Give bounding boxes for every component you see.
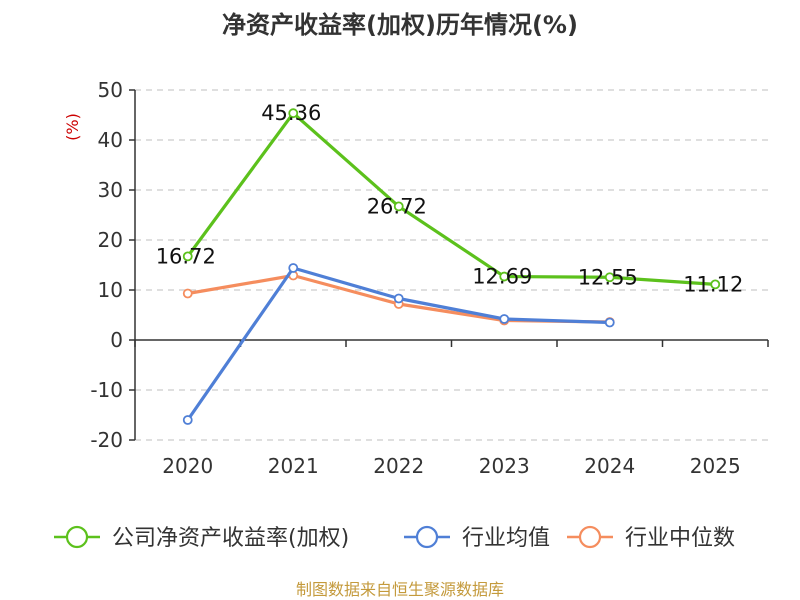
data-point[interactable] xyxy=(393,201,404,212)
legend-label[interactable]: 行业均值 xyxy=(462,526,550,551)
data-point[interactable] xyxy=(499,314,510,324)
series-lines xyxy=(182,108,721,425)
y-tick-label: 50 xyxy=(98,78,123,102)
legend-label[interactable]: 行业中位数 xyxy=(625,526,735,551)
data-point[interactable] xyxy=(604,272,615,283)
y-tick-label: -10 xyxy=(90,378,123,402)
x-tick-label: 2025 xyxy=(690,454,741,478)
data-label: 45.36 xyxy=(261,101,321,125)
legend-swatch-marker xyxy=(578,525,602,549)
data-point[interactable] xyxy=(288,108,299,119)
grid-lines xyxy=(135,89,768,441)
data-point[interactable] xyxy=(604,317,615,328)
series-line-0 xyxy=(186,111,716,286)
data-labels: 16.72 45.36 26.72 12.69 12.55 11.12 xyxy=(156,101,744,296)
data-label: 16.72 xyxy=(156,244,216,268)
data-label: 12.55 xyxy=(578,265,638,289)
y-tick-label: 20 xyxy=(98,228,123,252)
data-point[interactable] xyxy=(182,288,193,299)
data-label: 12.69 xyxy=(472,265,532,289)
y-tick-label: 10 xyxy=(98,278,123,302)
legend: 公司净资产收益率(加权) 行业均值 行业中位数 xyxy=(54,525,735,551)
data-point[interactable] xyxy=(288,263,299,273)
x-tick-label: 2024 xyxy=(584,454,635,478)
x-tick-label: 2023 xyxy=(479,454,530,478)
data-point[interactable] xyxy=(393,293,404,304)
x-tick-label: 2020 xyxy=(162,454,213,478)
x-tick-label: 2022 xyxy=(373,454,424,478)
legend-swatch-marker xyxy=(415,525,439,549)
chart-title: 净资产收益率(加权)历年情况(%) xyxy=(222,11,578,39)
y-tick-label: 0 xyxy=(110,328,123,352)
data-point[interactable] xyxy=(182,251,193,262)
axes: -20 -10 0 10 20 30 40 50 2020 2021 2022 2023 2024 202… xyxy=(90,78,769,478)
y-axis-label: (%) xyxy=(63,113,82,141)
x-tick-label: 2021 xyxy=(268,454,319,478)
y-tick-label: -20 xyxy=(90,428,123,452)
data-label: 11.12 xyxy=(683,272,743,296)
y-tick-label: 30 xyxy=(98,178,123,202)
legend-label[interactable]: 公司净资产收益率(加权) xyxy=(112,526,349,551)
source-note: 制图数据来自恒生聚源数据库 xyxy=(296,580,504,599)
data-point[interactable] xyxy=(182,415,193,425)
legend-swatch-marker xyxy=(65,525,89,549)
data-point[interactable] xyxy=(710,279,721,290)
y-tick-label: 40 xyxy=(98,128,123,152)
series-line-1 xyxy=(186,266,610,421)
data-label: 26.72 xyxy=(367,194,427,218)
data-point[interactable] xyxy=(499,271,510,282)
